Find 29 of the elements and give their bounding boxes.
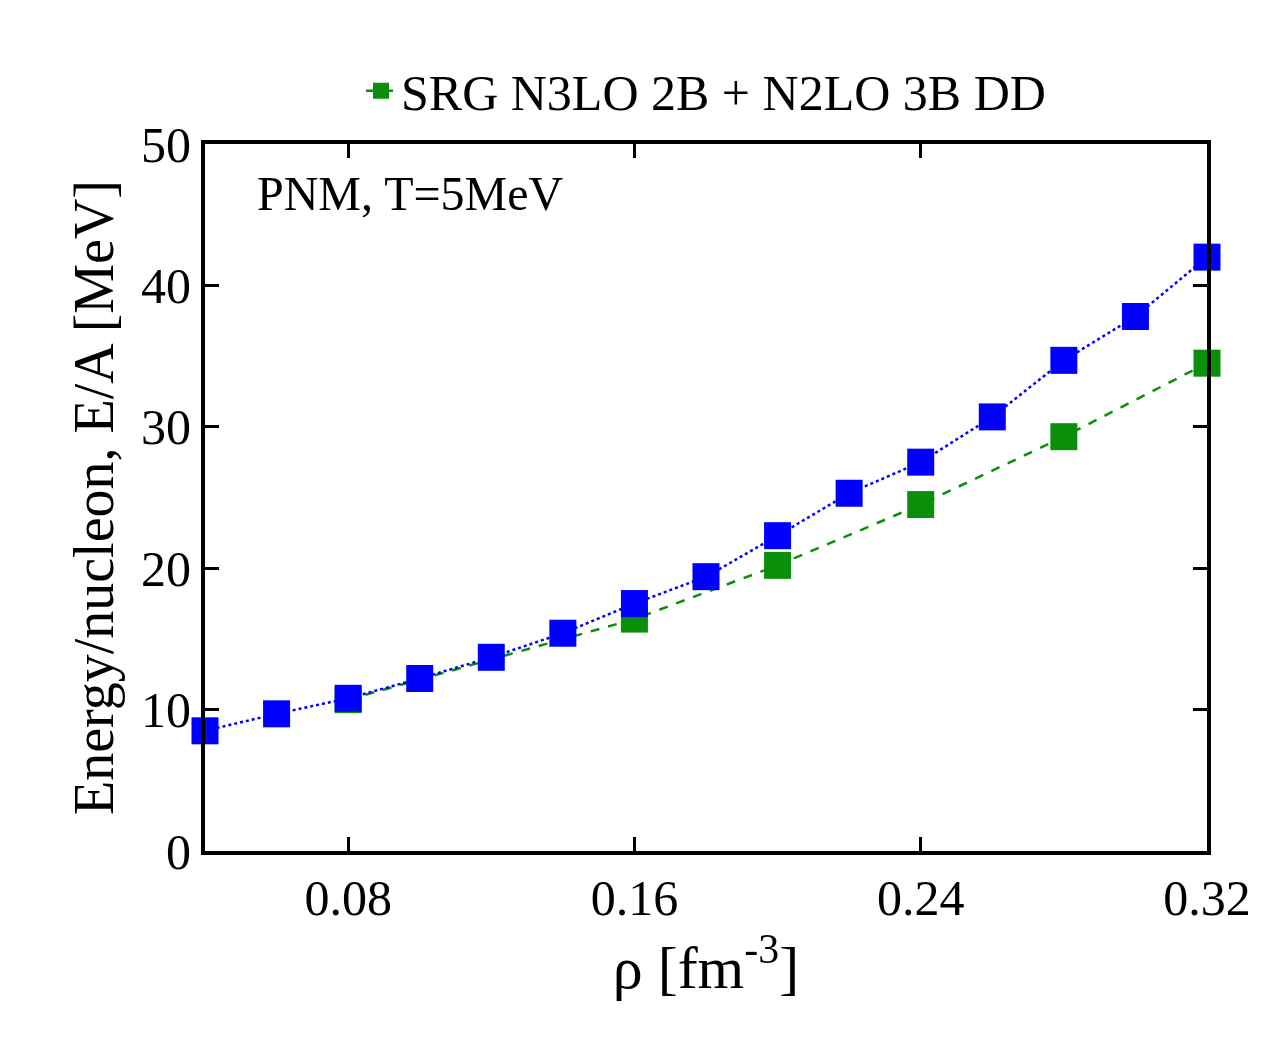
point xyxy=(406,664,434,692)
point xyxy=(764,551,792,579)
x-tick-label: 0.32 xyxy=(1163,870,1251,926)
legend-label: SRG N3LO 2B + N2LO 3B DD xyxy=(401,65,1046,122)
point xyxy=(1121,303,1149,331)
y-axis-title: Energy/nucleon, E/A [MeV] xyxy=(63,179,126,816)
point xyxy=(1050,423,1078,451)
x-tick-label: 0.16 xyxy=(590,870,679,926)
point xyxy=(692,563,720,591)
y-tick-label: 0 xyxy=(166,823,191,880)
point xyxy=(978,403,1006,431)
y-tick-label: 20 xyxy=(141,540,191,597)
point xyxy=(764,522,792,550)
point xyxy=(1050,346,1078,374)
annotation: PNM, T=5MeV xyxy=(257,167,564,220)
point xyxy=(835,479,863,507)
x-tick-label: 0.08 xyxy=(304,870,392,926)
point xyxy=(477,643,505,671)
x-axis-title: ρ [fm$^{-3}$] xyxy=(612,926,800,1002)
point xyxy=(907,491,935,519)
y-tick-label: 50 xyxy=(141,116,191,173)
point xyxy=(263,700,291,728)
point xyxy=(907,448,935,476)
point xyxy=(620,590,648,618)
y-tick-label: 30 xyxy=(141,399,191,456)
x-tick-label: 0.24 xyxy=(876,870,965,926)
point xyxy=(549,619,577,647)
y-tick-label: 10 xyxy=(141,682,191,739)
y-tick-label: 40 xyxy=(141,257,191,314)
